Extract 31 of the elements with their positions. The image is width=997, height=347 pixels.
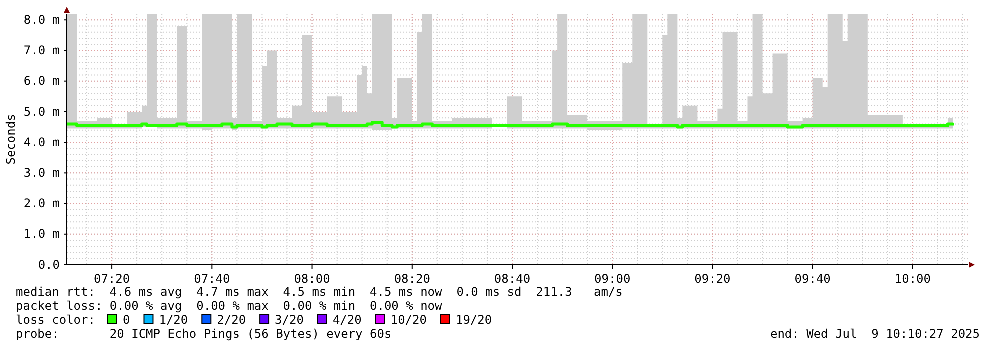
y-axis-title: Seconds xyxy=(4,114,18,165)
y-tick-label: 6.0 m xyxy=(24,74,60,88)
text: end: Wed Jul 9 10:10:27 2025 xyxy=(770,327,980,341)
x-tick-label: 10:00 xyxy=(894,272,931,286)
y-tick-label: 2.0 m xyxy=(24,196,60,211)
legend-label: 3/20 xyxy=(275,313,304,327)
x-tick-label: 08:40 xyxy=(494,272,531,286)
x-tick-label: 08:20 xyxy=(394,272,430,286)
y-tick-label: 4.0 m xyxy=(24,135,60,150)
text: median rtt: 4.6 ms avg 4.7 ms max 4.5 ms min 4.5 ms now 0.0 ms sd 211.3 am/s xyxy=(16,285,623,299)
x-tick-label: 09:00 xyxy=(594,272,631,286)
legend-label: 2/20 xyxy=(217,313,246,327)
x-tick-label: 07:40 xyxy=(194,272,230,286)
legend-title: loss color: xyxy=(16,313,96,327)
x-tick-label: 09:20 xyxy=(694,272,731,286)
legend-label: 0 xyxy=(123,313,130,327)
y-tick-label: 1.0 m xyxy=(24,227,60,242)
y-tick-label: 8.0 m xyxy=(24,12,60,27)
legend-label: 1/20 xyxy=(159,313,188,327)
y-tick-label: 3.0 m xyxy=(24,166,60,180)
legend-label: 4/20 xyxy=(332,313,362,327)
text: packet loss: 0.00 % avg 0.00 % max 0.00 % min 0.00 % now xyxy=(16,299,444,313)
x-tick-label: 09:40 xyxy=(794,272,831,286)
y-tick-label: 7.0 m xyxy=(24,44,60,58)
y-tick-label: 5.0 m xyxy=(24,104,60,119)
text: probe: 20 ICMP Echo Pings (56 Bytes) every 60s xyxy=(16,327,392,341)
x-tick-label: 07:20 xyxy=(94,272,130,286)
legend-label: 19/20 xyxy=(456,313,492,327)
x-tick-label: 08:00 xyxy=(294,272,330,286)
y-tick-label: 0.0 xyxy=(38,258,60,272)
legend-label: 10/20 xyxy=(390,313,427,327)
